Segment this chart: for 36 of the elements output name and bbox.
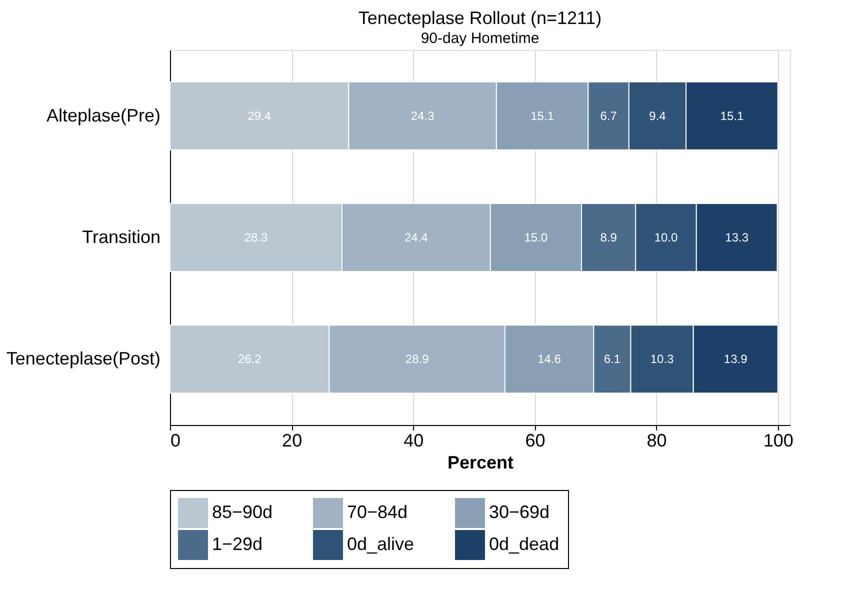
y-tick-label: Alteplase(Pre) (46, 105, 160, 126)
legend-label: 70−84d (347, 502, 408, 522)
y-tick-label: Tenecteplase(Post) (6, 348, 160, 369)
x-tick-label: 100 (763, 430, 794, 450)
data-label: 9.4 (649, 108, 666, 123)
x-tick-label: 60 (525, 430, 546, 450)
legend-label: 0d_alive (347, 534, 414, 554)
legend-label: 30−69d (489, 502, 550, 522)
chart-title: Tenecteplase Rollout (n=1211) (358, 8, 602, 28)
data-label: 13.3 (725, 230, 749, 244)
x-axis-title: Percent (447, 452, 514, 472)
chart-subtitle: 90-day Hometime (420, 30, 540, 47)
data-label: 10.3 (650, 352, 674, 366)
data-label: 10.0 (654, 230, 678, 244)
legend-label: 0d_dead (489, 534, 560, 554)
x-tick-label: 40 (404, 430, 424, 450)
data-label: 24.3 (410, 108, 435, 123)
data-label: 14.6 (538, 352, 562, 366)
data-label: 28.9 (405, 352, 430, 366)
y-tick-label: Transition (82, 227, 160, 247)
data-label: 15.0 (524, 230, 548, 244)
x-tick-label: 80 (646, 430, 667, 450)
data-label: 28.3 (244, 230, 268, 244)
data-label: 24.4 (404, 230, 428, 244)
data-label: 8.9 (600, 230, 618, 244)
x-tick-label: 0 (170, 430, 181, 450)
data-label: 26.2 (238, 352, 262, 366)
legend-label: 1−29d (212, 534, 263, 554)
data-label: 15.1 (530, 108, 554, 123)
x-tick-label: 20 (282, 430, 302, 450)
data-label: 15.1 (720, 108, 744, 123)
data-label: 13.9 (724, 352, 748, 366)
data-label: 29.4 (248, 108, 272, 123)
data-label: 6.7 (600, 108, 618, 123)
legend-label: 85−90d (212, 502, 273, 522)
data-label: 6.1 (604, 352, 621, 366)
